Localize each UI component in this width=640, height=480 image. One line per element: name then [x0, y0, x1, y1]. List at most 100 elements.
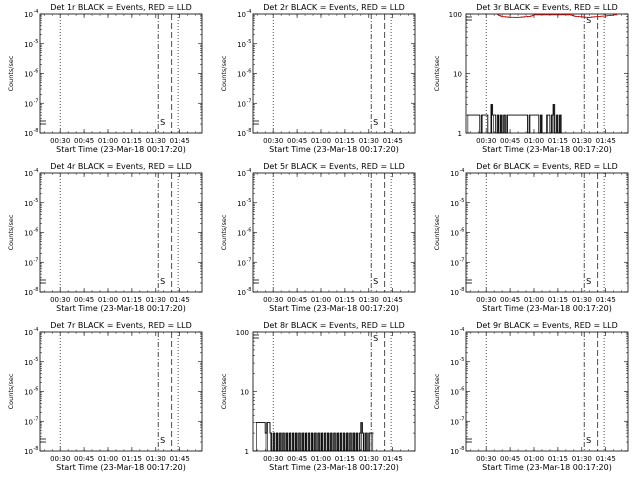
y-tick-label: 10 [237, 259, 246, 267]
panel-det-8: Det 8r BLACK = Events, RED = LLD Counts/s… [220, 321, 416, 472]
events-series [255, 422, 374, 452]
y-tick-label: 10 [24, 200, 33, 208]
y-tick-label: 10 [237, 170, 246, 178]
y-tick-label: 10 [237, 130, 246, 138]
x-axis-label: Start Time (23-Mar-18 00:17:20) [269, 463, 399, 472]
x-tick-label: 01:00 [524, 137, 544, 145]
y-tick-label: 10 [24, 448, 33, 456]
plot-frame [252, 172, 416, 293]
y-tick-label: 10 [237, 230, 246, 238]
y-tick-exponent: -6 [247, 69, 252, 75]
x-tick-label: 01:30 [359, 296, 379, 304]
x-tick-label: 01:30 [146, 296, 166, 304]
y-axis-label: Counts/sec [433, 373, 441, 409]
saa-annotation: S [586, 16, 591, 25]
x-tick-label: 00:30 [263, 455, 283, 463]
y-tick-label: 10 [24, 41, 33, 49]
y-tick-label: 10 [450, 359, 459, 367]
saa-annotation: S [373, 118, 378, 127]
y-tick-label: 10 [453, 71, 462, 79]
lld-series [497, 14, 618, 19]
saa-annotation: S [160, 118, 165, 127]
x-tick-label: 01:45 [383, 137, 403, 145]
plot-frame [252, 13, 416, 134]
x-tick-label: 01:45 [170, 455, 190, 463]
y-tick-exponent: -7 [34, 416, 39, 422]
y-tick-exponent: -8 [34, 287, 39, 293]
y-tick-exponent: -8 [247, 128, 252, 134]
x-tick-label: 01:45 [383, 455, 403, 463]
y-tick-exponent: -7 [247, 257, 252, 263]
panel-title: Det 6r BLACK = Events, RED = LLD [476, 162, 618, 171]
y-tick-exponent: -8 [247, 287, 252, 293]
y-tick-exponent: -4 [34, 168, 39, 174]
x-axis-label: Start Time (23-Mar-18 00:17:20) [482, 304, 612, 313]
x-tick-label: 00:30 [50, 296, 70, 304]
x-tick-label: 01:45 [596, 455, 616, 463]
x-tick-label: 01:45 [596, 137, 616, 145]
saa-annotation: S [160, 277, 165, 286]
x-tick-label: 00:30 [50, 137, 70, 145]
x-axis-label: Start Time (23-Mar-18 00:17:20) [56, 463, 186, 472]
y-axis-label: Counts/sec [220, 55, 228, 91]
x-tick-label: 01:00 [98, 137, 118, 145]
y-tick-label: 10 [24, 329, 33, 337]
panel-det-4: Det 4r BLACK = Events, RED = LLD Counts/s… [7, 162, 203, 313]
x-tick-label: 00:30 [476, 137, 496, 145]
y-tick-exponent: -6 [247, 228, 252, 234]
panel-title: Det 2r BLACK = Events, RED = LLD [263, 3, 405, 12]
x-tick-label: 01:15 [122, 455, 142, 463]
y-tick-label: 10 [24, 230, 33, 238]
saa-annotation: S [373, 334, 378, 343]
y-tick-label: 10 [450, 389, 459, 397]
y-axis-label: Counts/sec [220, 214, 228, 250]
y-tick-exponent: -5 [460, 357, 465, 363]
y-tick-exponent: -8 [34, 446, 39, 452]
panel-det-7: Det 7r BLACK = Events, RED = LLD Counts/s… [7, 321, 203, 472]
plot-frame [465, 331, 629, 452]
y-tick-label: 10 [24, 11, 33, 19]
y-tick-exponent: -8 [460, 287, 465, 293]
x-tick-label: 01:30 [146, 455, 166, 463]
y-axis-label: Counts/sec [433, 55, 441, 91]
saa-annotation: S [160, 436, 165, 445]
x-tick-label: 01:00 [311, 455, 331, 463]
x-tick-label: 00:30 [476, 455, 496, 463]
x-tick-label: 01:15 [122, 137, 142, 145]
panel-det-3: Det 3r BLACK = Events, RED = LLD Counts/s… [433, 3, 629, 154]
panel-title: Det 5r BLACK = Events, RED = LLD [263, 162, 405, 171]
panel-det-2: Det 2r BLACK = Events, RED = LLD Counts/s… [220, 3, 416, 154]
x-tick-label: 00:45 [500, 455, 520, 463]
panel-title: Det 7r BLACK = Events, RED = LLD [50, 321, 192, 330]
y-tick-label: 10 [24, 100, 33, 108]
x-tick-label: 01:00 [524, 296, 544, 304]
x-tick-label: 01:15 [548, 137, 568, 145]
x-tick-label: 01:30 [146, 137, 166, 145]
panel-title: Det 4r BLACK = Events, RED = LLD [50, 162, 192, 171]
y-tick-label: 10 [450, 230, 459, 238]
x-axis-label: Start Time (23-Mar-18 00:17:20) [56, 304, 186, 313]
y-tick-exponent: -4 [460, 327, 465, 333]
x-tick-label: 00:45 [500, 296, 520, 304]
y-tick-label: 10 [24, 170, 33, 178]
y-tick-label: 10 [237, 289, 246, 297]
x-tick-label: 01:15 [335, 296, 355, 304]
y-tick-label: 10 [237, 41, 246, 49]
x-tick-label: 00:30 [263, 137, 283, 145]
y-tick-exponent: -4 [247, 9, 252, 15]
panel-title: Det 1r BLACK = Events, RED = LLD [50, 3, 192, 12]
plot-frame [39, 172, 203, 293]
panel-det-6: Det 6r BLACK = Events, RED = LLD Counts/s… [433, 162, 629, 313]
x-tick-label: 01:30 [572, 455, 592, 463]
y-tick-exponent: -6 [34, 228, 39, 234]
y-axis-label: Counts/sec [220, 373, 228, 409]
y-tick-exponent: -7 [460, 257, 465, 263]
y-tick-label: 10 [24, 71, 33, 79]
panel-det-1: Det 1r BLACK = Events, RED = LLD Counts/s… [7, 3, 203, 154]
y-tick-label: 10 [24, 418, 33, 426]
x-tick-label: 01:00 [524, 455, 544, 463]
x-tick-label: 00:30 [50, 455, 70, 463]
x-tick-label: 01:15 [548, 296, 568, 304]
y-tick-label: 10 [450, 448, 459, 456]
